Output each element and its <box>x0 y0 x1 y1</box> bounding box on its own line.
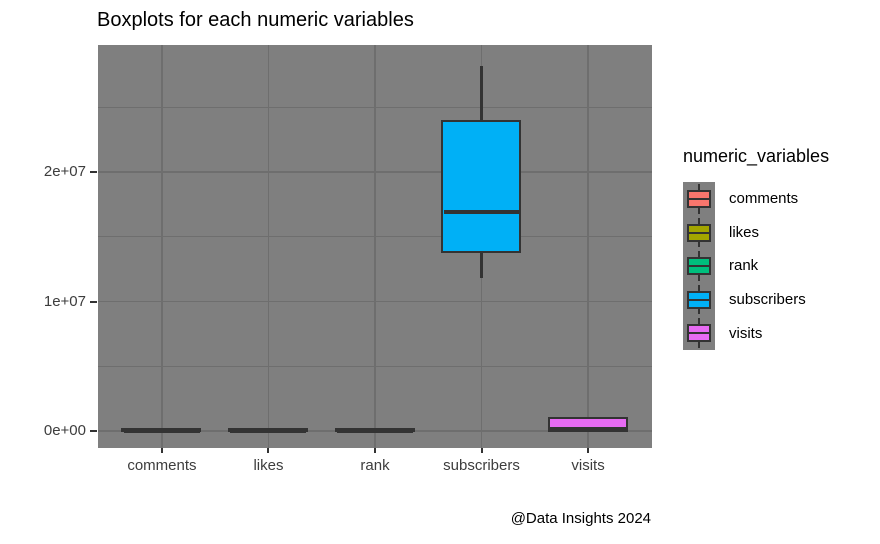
legend-item-label: subscribers <box>729 291 806 309</box>
gridline-major <box>98 171 652 173</box>
y-axis-tick <box>90 300 97 303</box>
gridline-minor <box>98 365 652 367</box>
boxplot-box-subscribers <box>441 119 522 254</box>
gridline-vertical <box>267 45 270 448</box>
gridline-minor <box>98 106 652 108</box>
boxplot-median-comments <box>123 429 200 433</box>
legend-key-median-icon <box>689 198 709 200</box>
plot-panel <box>98 45 652 448</box>
y-axis-tick <box>90 429 97 432</box>
legend-item-label: rank <box>729 257 759 275</box>
legend-item: subscribers <box>683 282 829 317</box>
legend-key <box>683 182 715 216</box>
gridline-minor <box>98 236 652 238</box>
legend-key <box>683 215 715 250</box>
y-axis-tick-label: 2e+07 <box>43 163 86 181</box>
boxplot-median-visits <box>550 427 627 431</box>
x-axis-tick-label: subscribers <box>443 457 520 474</box>
legend-item: comments <box>683 182 829 216</box>
legend-key <box>683 249 715 283</box>
legend-items: comments likes rank subscribers visits <box>683 182 829 350</box>
x-axis-tick-label: rank <box>360 457 390 474</box>
legend-item-label: visits <box>729 324 763 342</box>
x-axis-tick-label: likes <box>253 457 284 474</box>
legend-item: visits <box>683 316 829 350</box>
legend-item-label: comments <box>729 190 799 208</box>
legend-key-median-icon <box>689 231 709 234</box>
x-axis-tick-label: visits <box>571 457 605 474</box>
x-axis-tick <box>374 448 376 453</box>
legend-item: rank <box>683 249 829 283</box>
gridline-vertical <box>374 45 376 448</box>
x-axis-tick-label: comments <box>127 457 197 474</box>
legend-key-median-icon <box>689 265 709 268</box>
legend-title: numeric_variables <box>683 146 830 166</box>
legend: numeric_variables comments likes rank subsc… <box>683 146 829 350</box>
boxplot-median-subscribers <box>443 210 520 214</box>
x-axis-tick <box>587 448 590 453</box>
gridline-vertical <box>587 45 589 448</box>
gridline-vertical <box>161 45 163 448</box>
legend-key-median-icon <box>689 298 709 301</box>
x-axis-tick <box>160 448 163 453</box>
caption: @Data Insights 2024 <box>510 510 651 527</box>
boxplot-median-rank <box>337 429 413 433</box>
legend-key-median-icon <box>689 332 709 335</box>
y-axis-tick-label: 0e+00 <box>43 421 86 439</box>
legend-item-label: likes <box>729 223 760 241</box>
boxplot-median-likes <box>230 429 307 433</box>
gridline-major <box>98 300 652 303</box>
chart-title: Boxplots for each numeric variables <box>97 9 414 31</box>
y-axis-tick-label: 1e+07 <box>43 292 86 310</box>
x-axis-tick <box>267 448 270 453</box>
y-axis-tick <box>90 171 97 174</box>
legend-key <box>683 316 715 350</box>
legend-item: likes <box>683 215 829 250</box>
legend-key <box>683 282 715 317</box>
x-axis-tick <box>480 448 483 453</box>
